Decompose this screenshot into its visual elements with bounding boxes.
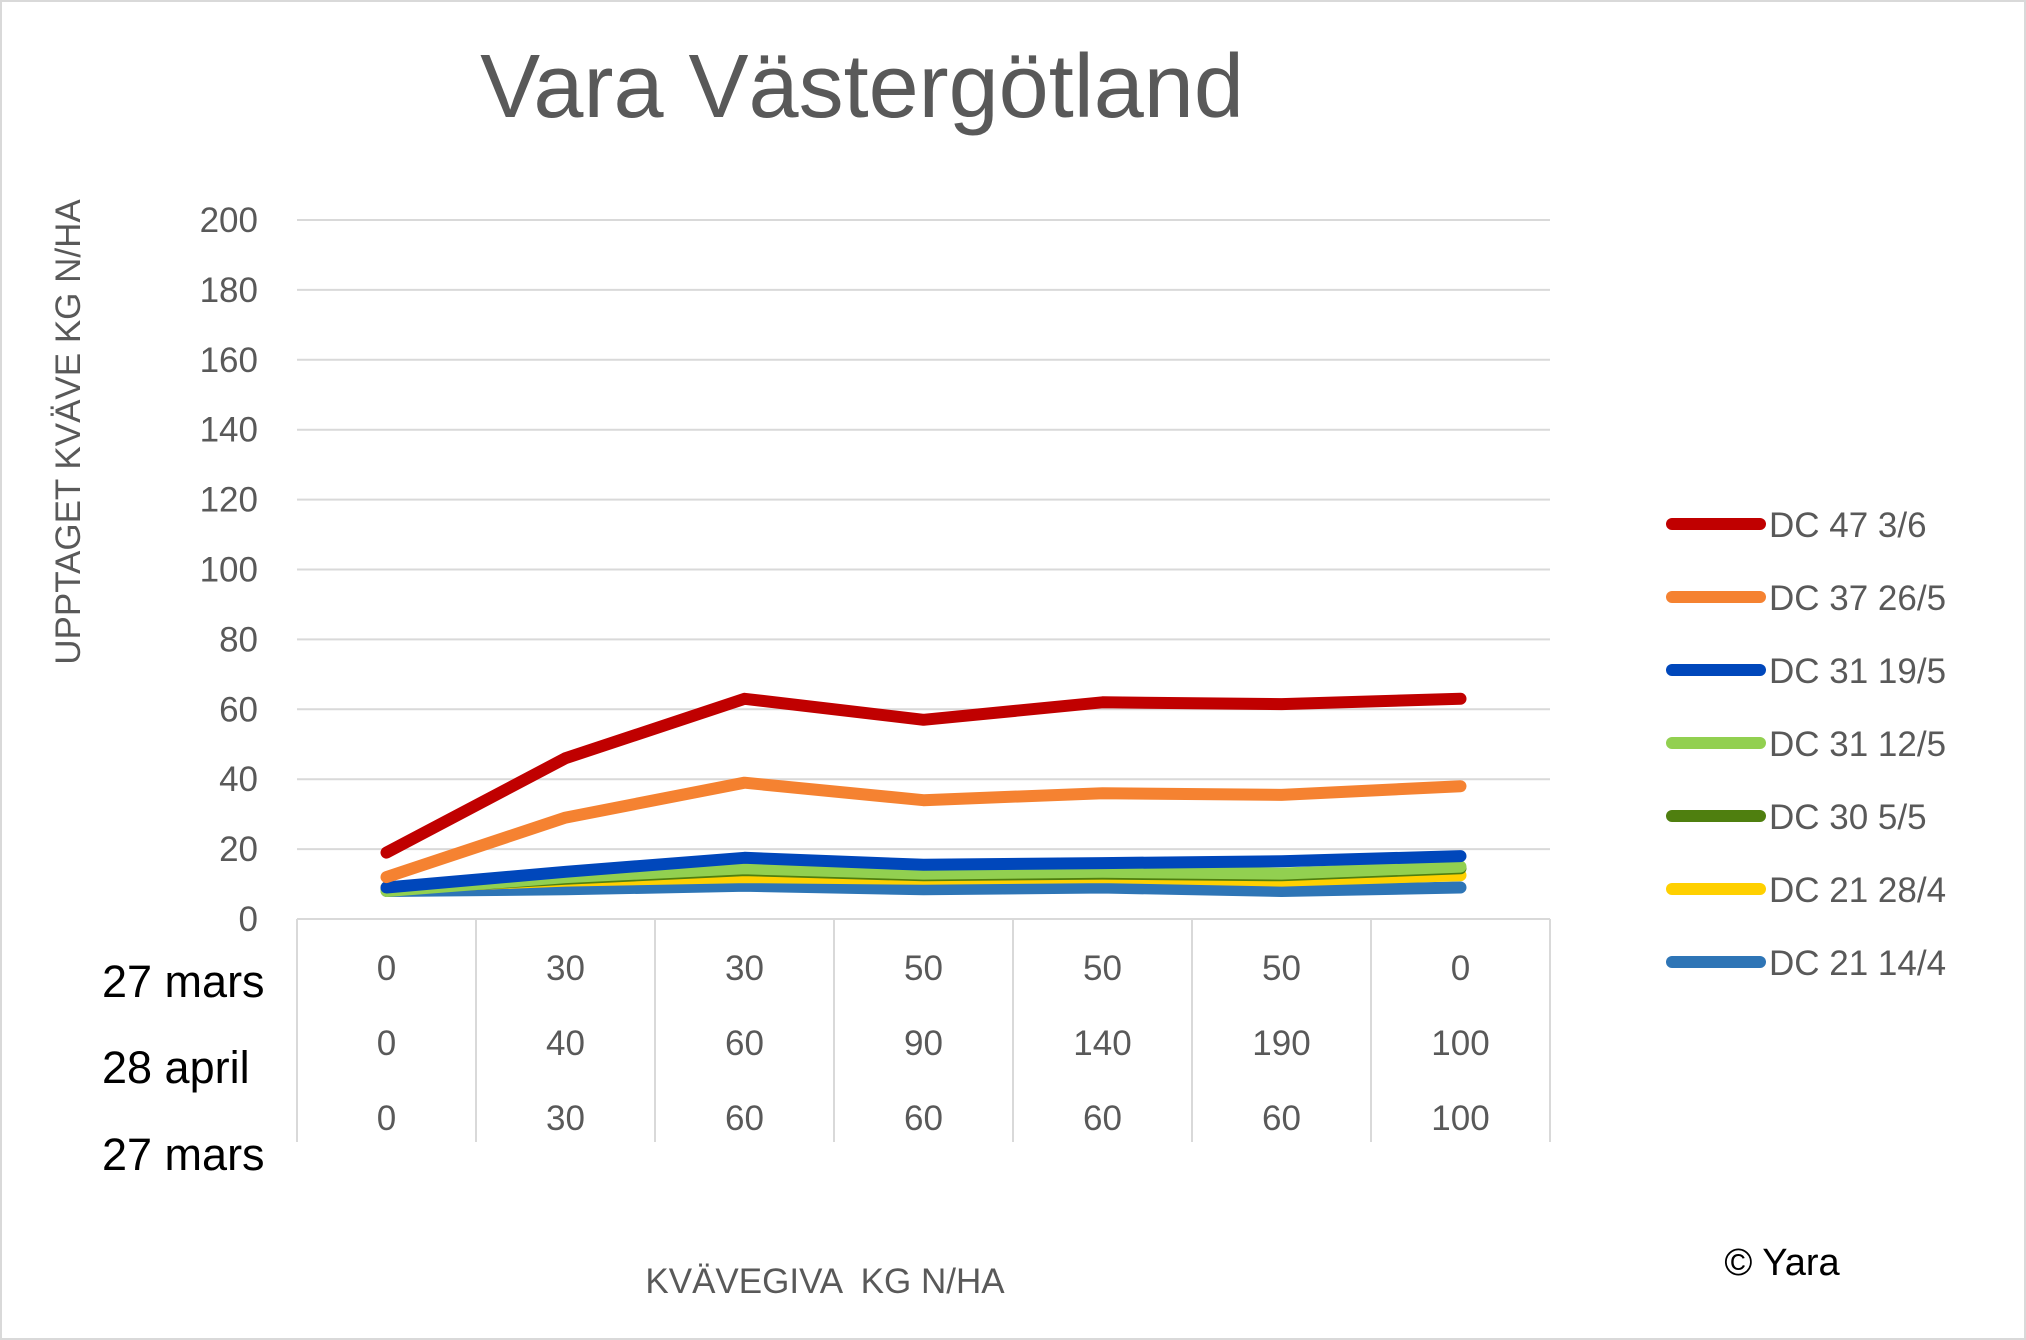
y-tick-label: 60 [219,690,258,729]
y-tick-label: 200 [200,201,258,240]
legend-label: DC 31 12/5 [1769,725,1946,764]
x-tick-label: 50 [1083,949,1122,988]
series-line [380,879,1467,897]
gridlines [297,219,1550,920]
category-row-labels: 27 mars 28 april 27 mars [102,956,265,1180]
x-tick-label: 90 [904,1024,943,1063]
legend-label: DC 37 26/5 [1769,579,1946,618]
x-tick-label: 0 [377,949,396,988]
x-tick-label: 60 [725,1099,764,1138]
x-tick-label: 40 [546,1024,585,1063]
x-tick-label: 0 [377,1099,396,1138]
y-tick-label: 100 [200,551,258,590]
x-tick-label: 0 [377,1024,396,1063]
x-tick-label: 30 [546,949,585,988]
legend-label: DC 21 14/4 [1769,944,1946,983]
legend: DC 47 3/6 DC 37 26/5 DC 31 19/5 DC 31 12/5 D… [1666,506,1946,983]
x-tick-label: 50 [904,949,943,988]
x-tick-label: 60 [1083,1099,1122,1138]
y-tick-label: 160 [200,341,258,380]
legend-label: DC 31 19/5 [1769,652,1946,691]
x-tick-label: 60 [725,1024,764,1063]
category-row-label: 27 mars [102,956,265,1007]
x-tick-label: 60 [904,1099,943,1138]
y-axis-ticks: 0 20 40 60 80 100 120 140 160 180 200 [200,201,258,939]
y-tick-label: 180 [200,271,258,310]
series-line [380,776,1467,884]
x-axis-title: KVÄVEGIVA KG N/HA [645,1262,1005,1301]
series-lines [380,692,1467,897]
y-tick-label: 80 [219,620,258,659]
y-tick-label: 140 [200,411,258,450]
x-tick-label: 100 [1431,1099,1489,1138]
x-tick-label: 190 [1252,1024,1310,1063]
y-axis-title: UPPTAGET KVÄVE KG N/HA [49,199,88,665]
category-row-label: 27 mars [102,1129,265,1180]
category-row-label: 28 april [102,1042,250,1093]
x-tick-label: 50 [1262,949,1301,988]
series-line [380,692,1467,859]
y-tick-label: 0 [239,900,258,939]
y-tick-label: 20 [219,830,258,869]
legend-label: DC 21 28/4 [1769,871,1946,910]
y-tick-label: 120 [200,481,258,520]
copyright-notice: © Yara [1724,1242,1840,1284]
chart-title: Vara Västergötland [480,37,1244,137]
x-tick-label: 30 [546,1099,585,1138]
y-tick-label: 40 [219,760,258,799]
x-tick-label: 140 [1073,1024,1131,1063]
category-table: 0 30 30 50 50 50 0 0 40 60 90 140 190 100 0 30 60 60 60 60 1… [296,919,1551,1142]
legend-label: DC 47 3/6 [1769,506,1927,545]
x-tick-label: 0 [1451,949,1470,988]
series-line [380,850,1467,894]
legend-label: DC 30 5/5 [1769,798,1927,837]
x-tick-label: 100 [1431,1024,1489,1063]
x-tick-label: 60 [1262,1099,1301,1138]
x-tick-label: 30 [725,949,764,988]
